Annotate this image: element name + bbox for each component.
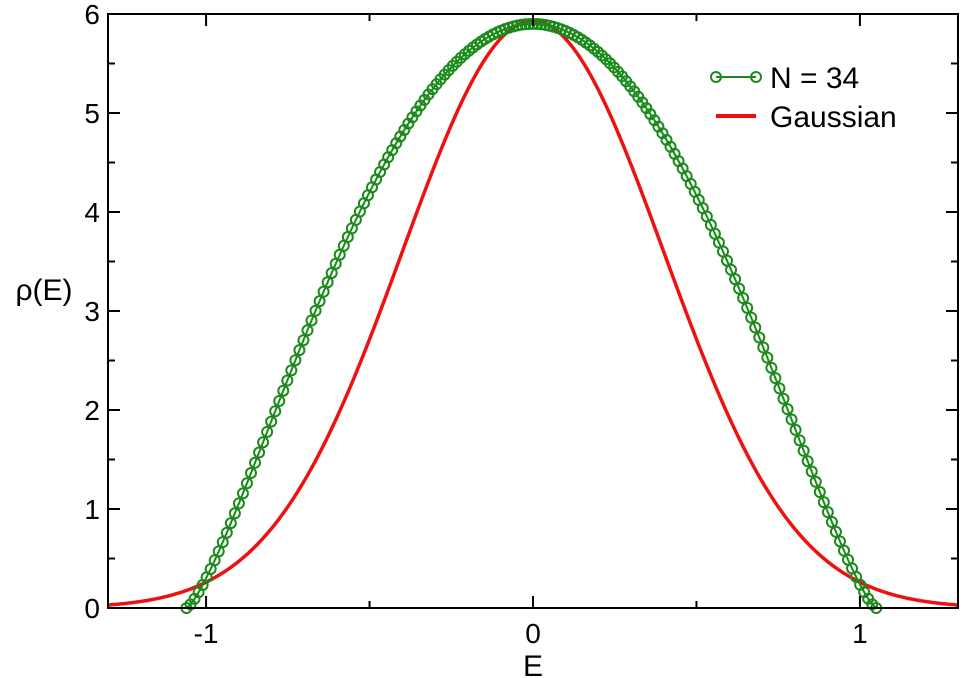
series-n34-point — [228, 507, 241, 520]
series-n34-point — [277, 384, 290, 397]
series-n34-point — [765, 361, 778, 374]
series-n34-point — [793, 434, 806, 447]
series-n34-point — [236, 487, 249, 500]
series-n34-point — [523, 17, 536, 30]
plot-area — [108, 17, 958, 614]
series-n34-point — [224, 517, 237, 530]
series-n34-point — [805, 465, 818, 478]
series-n34-point — [769, 372, 782, 385]
series-n34-point — [829, 525, 842, 538]
x-tick-label: -1 — [194, 618, 219, 649]
series-n34-point — [729, 273, 742, 286]
series-n34-point — [777, 392, 790, 405]
y-tick-label: 3 — [84, 296, 100, 327]
series-n34-point — [797, 444, 810, 457]
series-n34-point — [801, 455, 814, 468]
series-n34-point — [741, 301, 754, 314]
series-n34-point — [309, 304, 322, 317]
series-n34-point — [515, 18, 528, 31]
series-n34-point — [313, 295, 326, 308]
y-tick-label: 6 — [84, 0, 100, 30]
series-n34-point — [265, 415, 278, 428]
legend-gaussian-label: Gaussian — [770, 101, 897, 134]
series-n34-point — [817, 496, 830, 509]
series-n34-point — [297, 334, 310, 347]
series-n34-point — [737, 292, 750, 305]
series-n34-point — [232, 497, 245, 510]
y-tick-label: 1 — [84, 494, 100, 525]
axes: -1 0 1 0 1 2 3 4 5 6 Eρ(E) — [15, 0, 959, 678]
x-tick-label: 1 — [852, 618, 868, 649]
y-tick-label: 5 — [84, 98, 100, 129]
series-n34-point — [749, 321, 762, 334]
legend-n34-label: N = 34 — [770, 62, 859, 95]
series-n34-point — [733, 282, 746, 295]
series-n34-point — [761, 351, 774, 364]
series-n34-point — [289, 354, 302, 367]
series-n34-point — [220, 526, 233, 539]
series-n34-point — [757, 341, 770, 354]
series-n34-point — [253, 446, 266, 459]
series-n34-point — [269, 405, 282, 418]
series-n34-point — [240, 477, 253, 490]
series-n34-point — [781, 403, 794, 416]
series-n34-point — [519, 18, 532, 31]
series-n34-point — [301, 324, 314, 337]
y-tick-label: 2 — [84, 395, 100, 426]
series-n34-point — [809, 475, 822, 488]
series-n34-point — [249, 456, 262, 469]
y-axis-label: ρ(E) — [15, 274, 72, 307]
series-n34 — [180, 17, 883, 614]
series-n34-point — [813, 486, 826, 498]
series-n34-point — [821, 506, 834, 519]
series-n34-point — [773, 382, 786, 395]
y-tick-label: 4 — [84, 197, 100, 228]
series-n34-point — [785, 413, 798, 426]
series-n34-point — [281, 374, 294, 387]
series-n34-point — [285, 364, 298, 377]
legend-n34-marker — [750, 71, 762, 83]
series-n34-point — [257, 436, 270, 449]
y-tick-label: 0 — [84, 593, 100, 624]
series-n34-point — [825, 516, 838, 529]
x-axis-label: E — [523, 650, 543, 678]
series-n34-point — [753, 331, 766, 344]
series-n34-point — [789, 423, 802, 436]
x-tick-label: 0 — [525, 618, 541, 649]
series-n34-point — [293, 344, 306, 357]
legend-n34-marker — [710, 71, 722, 83]
series-n34-point — [245, 467, 257, 480]
series-n34-point — [305, 314, 318, 327]
series-n34-point — [261, 425, 274, 438]
legend: N = 34 Gaussian — [710, 62, 897, 134]
series-n34-point — [745, 311, 758, 324]
series-n34-point — [273, 394, 286, 407]
